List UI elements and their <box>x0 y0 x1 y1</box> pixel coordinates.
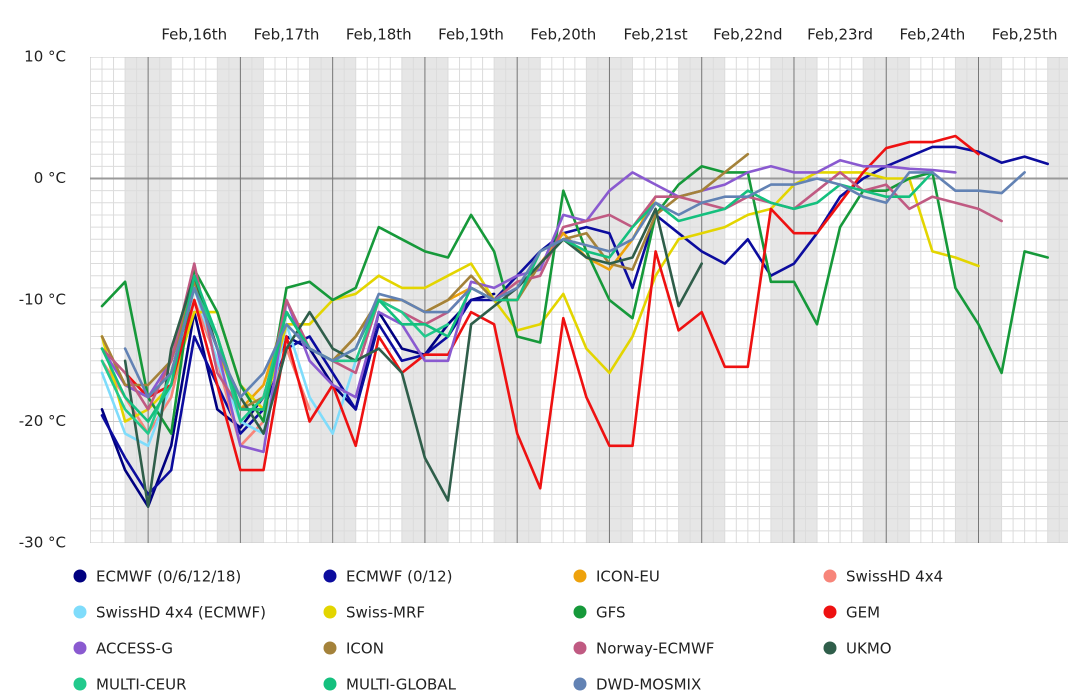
series-line <box>100 171 980 423</box>
legend-marker <box>823 569 837 583</box>
legend-label: ECMWF (0/12) <box>346 568 453 586</box>
legend-label: GEM <box>846 604 880 622</box>
legend-item: ICON-EU <box>573 568 660 586</box>
x-tick-label: Feb,18th <box>346 26 412 44</box>
y-tick-label: 10 °C <box>24 48 66 66</box>
y-tick-label: 0 °C <box>34 169 66 187</box>
legend-marker <box>73 605 87 619</box>
legend-label: GFS <box>596 604 626 622</box>
legend-label: ACCESS-G <box>96 640 173 658</box>
legend-label: UKMO <box>846 640 892 658</box>
legend-label: MULTI-GLOBAL <box>346 676 457 694</box>
legend-marker <box>823 641 837 655</box>
legend-label: SwissHD 4x4 (ECMWF) <box>96 604 266 622</box>
x-tick-label: Feb,21st <box>624 26 688 44</box>
series-line <box>100 171 934 423</box>
x-tick-label: Feb,22nd <box>713 26 782 44</box>
legend-marker <box>573 677 587 691</box>
legend-label: DWD-MOSMIX <box>596 676 701 694</box>
legend-item: GEM <box>823 604 880 622</box>
legend-marker <box>73 641 87 655</box>
legend-marker <box>573 641 587 655</box>
legend-marker <box>573 569 587 583</box>
legend-item: GFS <box>573 604 626 622</box>
legend-marker <box>73 569 87 583</box>
x-tick-label: Feb,20th <box>530 26 596 44</box>
legend-item: SwissHD 4x4 <box>823 568 943 586</box>
legend-marker <box>73 677 87 691</box>
y-tick-label: -10 °C <box>19 291 66 309</box>
legend-label: ICON <box>346 640 384 658</box>
x-tick-label: Feb,23rd <box>807 26 873 44</box>
legend-item: MULTI-GLOBAL <box>323 676 457 694</box>
legend-label: ECMWF (0/6/12/18) <box>96 568 241 586</box>
series-line <box>100 159 957 454</box>
legend-marker <box>323 605 337 619</box>
legend-item: ICON <box>323 640 384 658</box>
legend-marker <box>823 605 837 619</box>
legend-item: ACCESS-G <box>73 640 173 658</box>
legend-marker <box>323 569 337 583</box>
y-tick-label: -30 °C <box>19 534 66 552</box>
x-tick-label: Feb,25th <box>992 26 1058 44</box>
legend-label: MULTI-CEUR <box>96 676 187 694</box>
y-tick-label: -20 °C <box>19 412 66 430</box>
x-tick-label: Feb,19th <box>438 26 504 44</box>
legend-label: Norway-ECMWF <box>596 640 714 658</box>
legend-item: SwissHD 4x4 (ECMWF) <box>73 604 266 622</box>
legend-marker <box>323 677 337 691</box>
legend-marker <box>573 605 587 619</box>
legend-label: ICON-EU <box>596 568 660 586</box>
plot-area <box>90 57 1068 543</box>
legend-item: ECMWF (0/6/12/18) <box>73 568 241 586</box>
x-tick-label: Feb,24th <box>899 26 965 44</box>
legend-item: Swiss-MRF <box>323 604 425 622</box>
legend-label: Swiss-MRF <box>346 604 425 622</box>
x-tick-label: Feb,16th <box>161 26 227 44</box>
series-line <box>123 171 1026 399</box>
legend-item: ECMWF (0/12) <box>323 568 453 586</box>
legend-item: UKMO <box>823 640 892 658</box>
legend-item: Norway-ECMWF <box>573 640 714 658</box>
legend-marker <box>323 641 337 655</box>
legend-item: DWD-MOSMIX <box>573 676 701 694</box>
legend-label: SwissHD 4x4 <box>846 568 943 586</box>
legend-item: MULTI-CEUR <box>73 676 187 694</box>
x-tick-label: Feb,17th <box>254 26 320 44</box>
series-line <box>123 134 980 490</box>
